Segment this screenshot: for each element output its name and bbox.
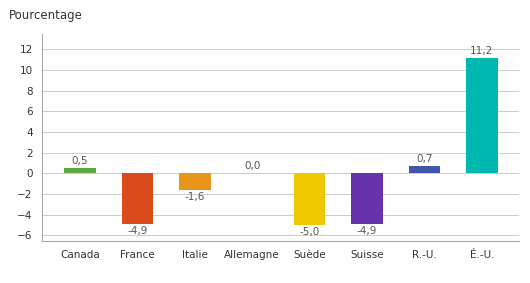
Bar	[294, 173, 325, 225]
Bar	[351, 173, 383, 224]
Text: -5,0: -5,0	[299, 227, 320, 237]
Text: -4,9: -4,9	[127, 226, 147, 236]
Bar	[179, 173, 210, 190]
Text: -4,9: -4,9	[357, 226, 377, 236]
Bar	[466, 58, 498, 173]
Text: -1,6: -1,6	[184, 192, 205, 202]
Text: 0,0: 0,0	[244, 161, 260, 171]
Text: 0,7: 0,7	[416, 154, 432, 164]
Text: Pourcentage: Pourcentage	[9, 8, 83, 22]
Text: 11,2: 11,2	[470, 46, 493, 56]
Text: 0,5: 0,5	[72, 156, 88, 166]
Bar	[409, 166, 440, 173]
Bar	[64, 168, 96, 173]
Bar	[121, 173, 153, 224]
